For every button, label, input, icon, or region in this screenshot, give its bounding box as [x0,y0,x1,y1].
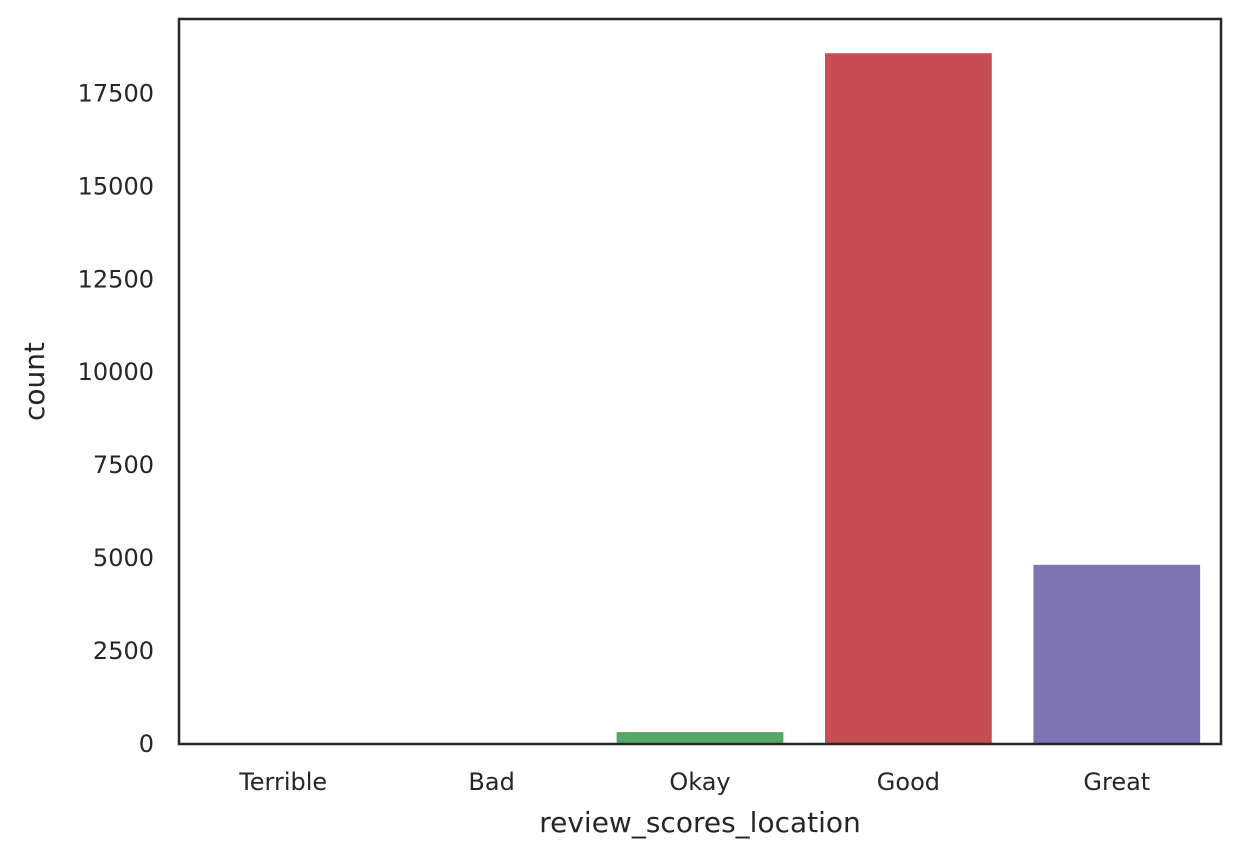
bar-good [825,53,992,744]
y-axis-ticks: 0 2500 5000 7500 10000 12500 15000 17500 [78,79,154,758]
bar-great [1033,564,1201,744]
x-axis-label: review_scores_location [539,806,861,839]
x-axis-ticks: Terrible Bad Okay Good Great [238,768,1150,796]
x-tick-label: Great [1083,768,1150,796]
y-tick-label: 7500 [93,451,154,479]
x-tick-label: Bad [468,768,514,796]
y-tick-label: 10000 [78,358,154,386]
y-axis-label: count [18,342,51,421]
y-tick-label: 15000 [78,172,154,200]
y-tick-label: 12500 [78,265,154,293]
x-tick-label: Okay [669,768,730,796]
y-tick-label: 5000 [93,544,154,572]
plot-frame [177,17,1223,746]
bar-okay [616,732,784,744]
y-tick-label: 0 [139,730,154,758]
y-tick-label: 2500 [93,637,154,665]
x-tick-label: Good [877,768,940,796]
x-tick-label: Terrible [238,768,327,796]
bars-layer [199,53,1201,744]
y-tick-label: 17500 [78,79,154,107]
